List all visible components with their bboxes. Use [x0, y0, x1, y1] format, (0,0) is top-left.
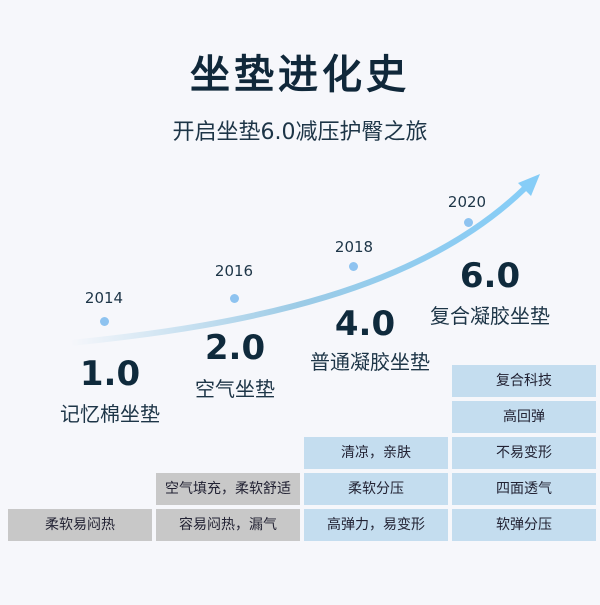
timeline-dot: [230, 294, 239, 303]
feature-cell: 空气填充，柔软舒适: [156, 473, 300, 505]
feature-cell: 清凉，亲肤: [304, 437, 448, 469]
page-subtitle: 开启坐垫6.0减压护臀之旅: [172, 120, 428, 145]
product-name: 记忆棉坐垫: [60, 402, 160, 426]
feature-cell: 高回弹: [452, 401, 596, 433]
timeline-dot: [100, 317, 109, 326]
timeline-dot: [464, 218, 473, 227]
version-number: 4.0: [334, 304, 396, 344]
version-number: 1.0: [79, 354, 141, 394]
version-number: 2.0: [204, 328, 266, 368]
product-name: 普通凝胶坐垫: [310, 350, 430, 374]
feature-cell: 复合科技: [452, 365, 596, 397]
year-label: 2020: [447, 193, 487, 211]
year-label: 2014: [84, 289, 124, 307]
page-title: 坐垫进化史: [190, 52, 410, 98]
year-label: 2016: [214, 262, 254, 280]
feature-cell: 容易闷热，漏气: [156, 509, 300, 541]
feature-cell: 四面透气: [452, 473, 596, 505]
product-name: 复合凝胶坐垫: [430, 304, 550, 328]
product-name: 空气坐垫: [195, 377, 275, 401]
feature-cell: 软弹分压: [452, 509, 596, 541]
feature-cell: 不易变形: [452, 437, 596, 469]
feature-cell: 高弹力，易变形: [304, 509, 448, 541]
feature-cell: 柔软分压: [304, 473, 448, 505]
year-label: 2018: [334, 238, 374, 256]
feature-cell: 柔软易闷热: [8, 509, 152, 541]
version-number: 6.0: [459, 256, 521, 296]
timeline-dot: [349, 262, 358, 271]
